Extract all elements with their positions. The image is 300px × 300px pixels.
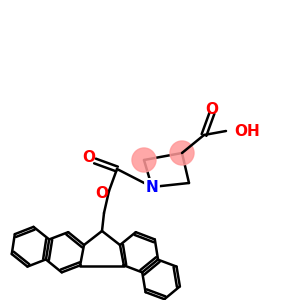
Text: O: O bbox=[95, 185, 109, 200]
Circle shape bbox=[132, 148, 156, 172]
Text: O: O bbox=[82, 151, 95, 166]
Text: O: O bbox=[206, 103, 218, 118]
Circle shape bbox=[170, 141, 194, 165]
Text: OH: OH bbox=[234, 124, 260, 139]
Text: N: N bbox=[146, 179, 158, 194]
